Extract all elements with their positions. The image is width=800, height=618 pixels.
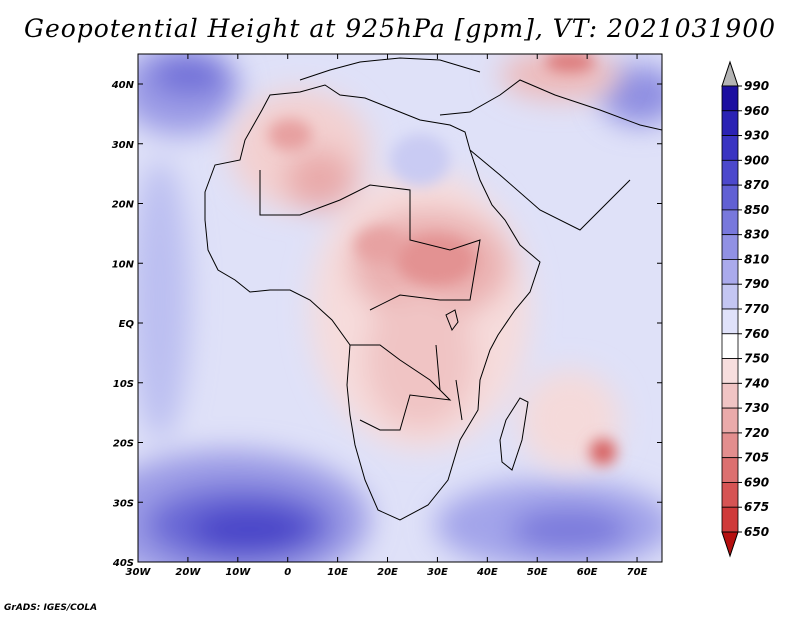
colorbar-box-12 (721, 382, 739, 409)
height-field (138, 54, 662, 562)
colorbar-label-15: 705 (744, 451, 769, 465)
colorbar-box-16 (721, 482, 739, 508)
colorbar-label-17: 675 (744, 500, 769, 514)
colorbar-label-13: 730 (744, 401, 769, 415)
mediterranean-coast (439, 79, 662, 131)
colorbar-top-arrow (721, 60, 739, 87)
colorbar-box-7 (721, 259, 739, 285)
colorbar-box-13 (721, 407, 739, 434)
lon-label-2: 10W (225, 567, 251, 578)
colorbar-box-3 (721, 159, 739, 186)
lon-label-9: 60E (577, 567, 598, 578)
colorbar-box-11 (721, 358, 739, 384)
lon-label-4: 10E (327, 567, 348, 578)
colorbar-label-3: 900 (744, 153, 769, 167)
lon-label-8: 50E (527, 567, 548, 578)
colorbar-box-8 (721, 283, 739, 310)
colorbar-label-14: 720 (744, 426, 769, 440)
colorbar-label-2: 930 (744, 129, 769, 143)
map-title: Geopotential Height at 925hPa [gpm], VT:… (23, 14, 777, 43)
madagascar-coastline (499, 397, 529, 471)
coastlines (204, 57, 662, 521)
lon-label-3: 0 (284, 567, 291, 578)
lat-label-7: 30S (113, 498, 134, 509)
borders-south (350, 344, 452, 431)
colorbar-box-1 (721, 110, 739, 136)
lon-label-7: 40E (476, 567, 498, 578)
colorbar-label-7: 810 (744, 252, 769, 266)
lon-label-0: 30W (126, 567, 152, 578)
colorbar-label-16: 690 (744, 475, 769, 489)
borders-north (259, 170, 481, 311)
lon-label-6: 30E (427, 567, 448, 578)
colorbar-label-9: 770 (744, 302, 769, 316)
colorbar-label-11: 750 (744, 352, 769, 366)
lake-victoria (445, 309, 459, 332)
colorbar-label-8: 790 (744, 277, 769, 291)
colorbar-box-10 (721, 333, 739, 359)
lat-label-3: 10N (112, 259, 135, 270)
plot-frame (137, 53, 663, 563)
colorbar: 990 960 930 900 870 850 830 810 790 770 760 750 740 7… (721, 60, 769, 558)
colorbar-label-1: 960 (744, 104, 769, 118)
colorbar-box-0 (721, 85, 739, 112)
axis-ticks: 30W 20W 10W 0 10E 20E 30E 40E 50E 60E 70E 40N 30N 20N… (111, 54, 662, 578)
colorbar-box-14 (721, 432, 739, 459)
lat-label-5: 10S (113, 379, 134, 390)
africa-coastline (204, 84, 541, 521)
colorbar-label-0: 990 (744, 79, 769, 93)
lat-label-6: 20S (113, 439, 134, 450)
lat-label-1: 30N (112, 140, 135, 151)
colorbar-box-2 (721, 135, 739, 161)
credit-label: GrADS: IGES/COLA (4, 603, 98, 613)
lon-label-1: 20W (175, 567, 201, 578)
lat-label-2: 20N (112, 200, 135, 211)
colorbar-box-15 (721, 457, 739, 483)
colorbar-box-17 (721, 506, 739, 533)
lon-label-10: 70E (627, 567, 648, 578)
rift-lakes (435, 344, 463, 421)
colorbar-label-6: 830 (744, 228, 769, 242)
europe-coast (299, 57, 481, 81)
arabia-coast (469, 149, 631, 231)
lat-label-4: EQ (119, 319, 135, 330)
colorbar-box-4 (721, 184, 739, 211)
colorbar-box-9 (721, 308, 739, 335)
lat-label-8: 40S (112, 558, 134, 569)
lon-label-5: 20E (377, 567, 398, 578)
colorbar-box-6 (721, 234, 739, 260)
colorbar-box-5 (721, 209, 739, 236)
colorbar-label-18: 650 (744, 525, 769, 539)
colorbar-bottom-arrow (721, 531, 739, 558)
colorbar-label-5: 850 (744, 203, 769, 217)
lat-label-0: 40N (111, 80, 135, 91)
colorbar-label-10: 760 (744, 327, 769, 341)
colorbar-label-4: 870 (744, 178, 769, 192)
colorbar-label-12: 740 (744, 376, 769, 390)
